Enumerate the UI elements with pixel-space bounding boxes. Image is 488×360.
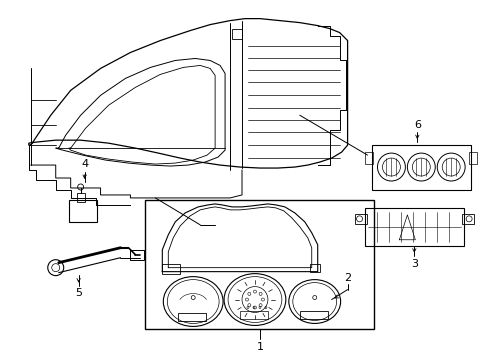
Text: 3: 3 xyxy=(410,259,417,269)
Text: 1: 1 xyxy=(256,342,263,352)
Bar xyxy=(178,314,206,321)
Bar xyxy=(371,145,470,190)
Bar xyxy=(68,200,96,222)
Bar xyxy=(354,214,366,224)
Text: 5: 5 xyxy=(75,288,82,298)
Text: 6: 6 xyxy=(413,120,420,130)
Text: 4: 4 xyxy=(81,159,88,169)
Bar xyxy=(162,264,180,274)
Bar xyxy=(309,264,319,272)
Bar xyxy=(364,208,463,246)
Bar xyxy=(240,311,267,319)
Bar xyxy=(232,28,242,39)
Bar xyxy=(77,193,84,202)
Text: 2: 2 xyxy=(344,273,350,283)
Bar xyxy=(145,200,374,329)
Bar xyxy=(130,250,144,260)
Bar xyxy=(468,152,476,164)
Bar xyxy=(461,214,473,224)
Bar xyxy=(364,152,372,164)
Bar xyxy=(299,311,327,319)
